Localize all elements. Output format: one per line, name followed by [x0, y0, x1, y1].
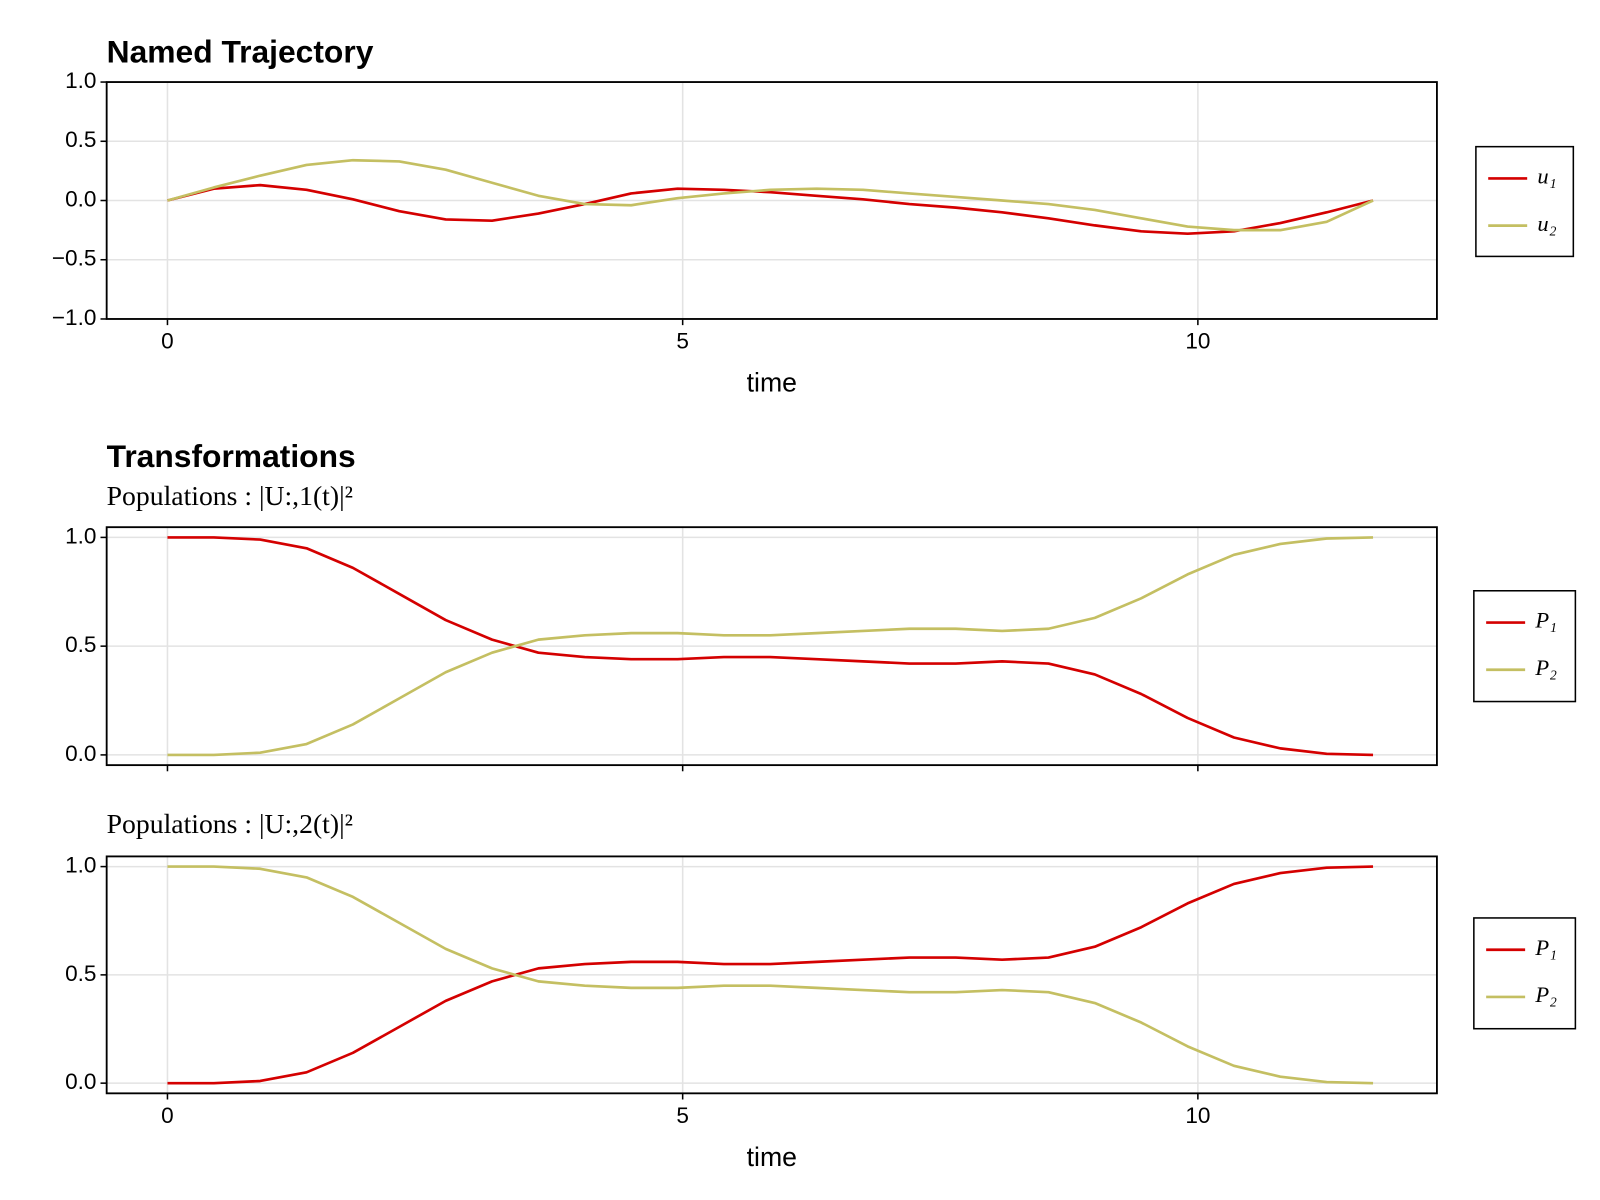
- y-tick-label: 0.0: [65, 186, 96, 211]
- legend-label: u₂: [1537, 211, 1556, 236]
- chart-subtitle: Populations : |U:,2(t)|²: [107, 808, 353, 839]
- line-series: [167, 865, 1374, 1085]
- y-tick-label: −1.0: [52, 305, 97, 330]
- legend-box: [1473, 917, 1577, 1030]
- y-tick-label: 1.0: [65, 853, 96, 878]
- y-tick-label: 1.0: [65, 68, 96, 93]
- x-axis-label: time: [747, 1142, 797, 1172]
- x-tick-label: 5: [676, 329, 689, 354]
- chart-subtitle: Populations : |U:,1(t)|²: [107, 480, 353, 511]
- y-tick-label: 0.5: [65, 127, 96, 152]
- chart-title: Transformations: [107, 438, 356, 474]
- y-tick-label: 0.0: [65, 1069, 96, 1094]
- line-series: [167, 183, 1374, 236]
- x-tick-label: 10: [1185, 1103, 1210, 1128]
- legend-box: [1473, 589, 1577, 703]
- y-tick-label: −0.5: [52, 246, 97, 271]
- plot-frame: [105, 855, 1438, 1095]
- chart-title: Named Trajectory: [107, 34, 374, 70]
- legend-label: P₁: [1534, 608, 1557, 633]
- plot-frame: [105, 526, 1438, 767]
- y-tick-label: 1.0: [65, 523, 96, 548]
- y-tick-label: 0.5: [65, 632, 96, 657]
- x-axis-label: time: [747, 368, 797, 398]
- line-series: [167, 536, 1374, 757]
- legend-label: P₂: [1534, 655, 1557, 680]
- x-tick-label: 5: [676, 1103, 689, 1128]
- x-tick-label: 0: [161, 329, 174, 354]
- line-series: [167, 536, 1374, 757]
- line-series: [167, 865, 1374, 1085]
- line-series: [167, 158, 1374, 232]
- legend-label: P₁: [1534, 935, 1557, 960]
- plot-frame: [105, 81, 1438, 320]
- legend-box: [1475, 145, 1575, 258]
- x-tick-label: 10: [1185, 329, 1210, 354]
- x-tick-label: 0: [161, 1103, 174, 1128]
- legend-label: u₁: [1537, 164, 1556, 189]
- y-tick-label: 0.0: [65, 741, 96, 766]
- legend-label: P₂: [1534, 982, 1557, 1007]
- y-tick-label: 0.5: [65, 961, 96, 986]
